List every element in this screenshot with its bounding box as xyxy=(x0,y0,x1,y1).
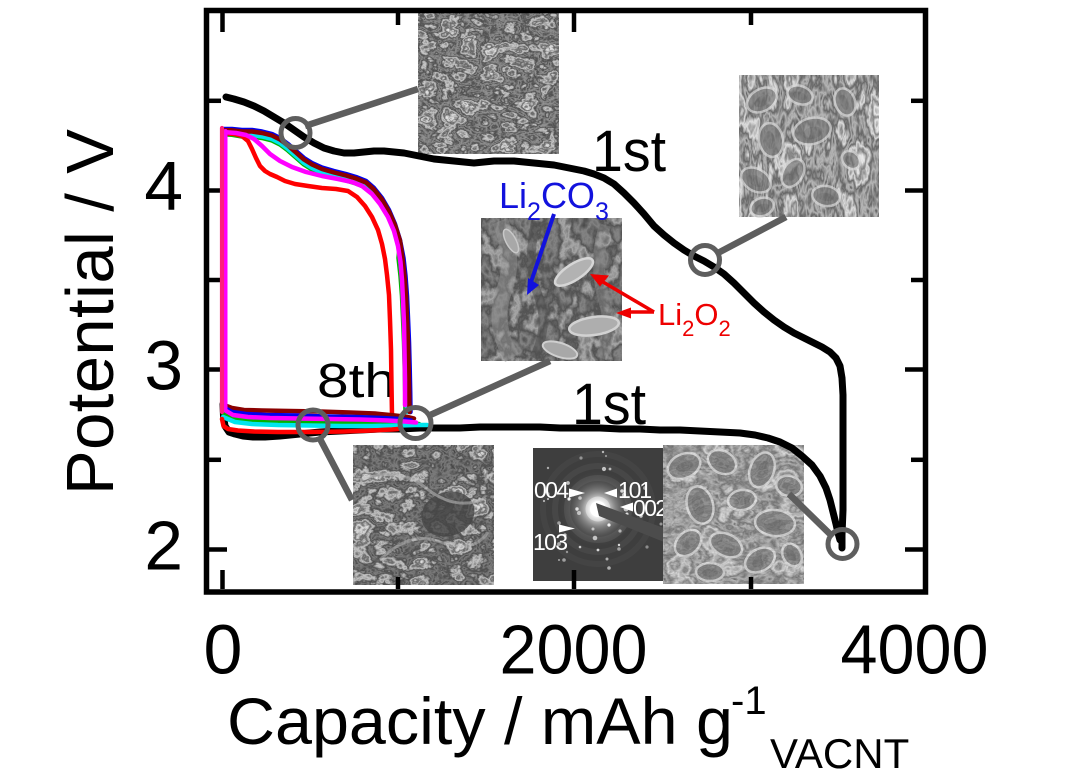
svg-text:-1: -1 xyxy=(731,679,767,723)
svg-text:1st: 1st xyxy=(592,119,666,184)
svg-text:Capacity / mAh g: Capacity / mAh g xyxy=(227,684,733,758)
svg-text:101: 101 xyxy=(618,477,652,503)
svg-text:002: 002 xyxy=(633,495,668,521)
svg-text:VACNT: VACNT xyxy=(770,730,909,777)
svg-text:2000: 2000 xyxy=(500,611,648,689)
svg-text:2: 2 xyxy=(144,507,183,585)
svg-text:004: 004 xyxy=(534,477,569,503)
svg-text:4: 4 xyxy=(144,147,183,225)
svg-text:8th: 8th xyxy=(317,355,396,408)
svg-text:Potential / V: Potential / V xyxy=(53,129,128,495)
svg-text:4000: 4000 xyxy=(841,611,989,689)
svg-text:103: 103 xyxy=(533,529,568,555)
svg-text:3: 3 xyxy=(144,327,183,405)
svg-text:0: 0 xyxy=(204,611,243,689)
